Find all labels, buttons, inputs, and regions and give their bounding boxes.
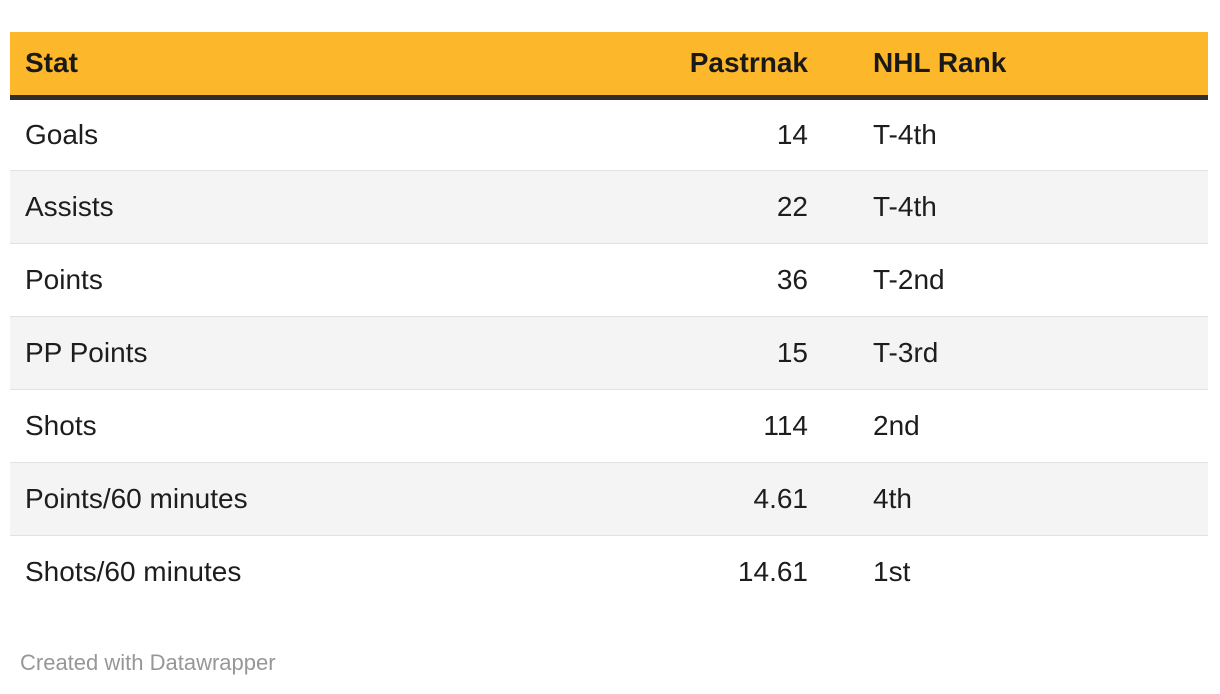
- value-cell: 114: [598, 388, 818, 462]
- table-row: Points 36 T-2nd: [10, 242, 1208, 316]
- stat-cell: Shots/60 minutes: [10, 534, 598, 608]
- table-row: Points/60 minutes 4.61 4th: [10, 461, 1208, 535]
- value-cell: 15: [598, 315, 818, 389]
- table-row: Goals 14 T-4th: [10, 97, 1208, 170]
- table-row: Shots 114 2nd: [10, 388, 1208, 462]
- stats-table: Stat Pastrnak NHL Rank Goals 14 T-4th Assis…: [10, 32, 1208, 608]
- stat-cell: Assists: [10, 169, 598, 243]
- rank-cell: T-4th: [873, 118, 937, 150]
- table-body: Goals 14 T-4th Assists 22 T-4th Points 36 T-2nd P…: [10, 97, 1208, 608]
- value-cell: 4.61: [598, 461, 818, 535]
- table-header: Stat Pastrnak NHL Rank: [10, 32, 1208, 100]
- datawrapper-credit-link[interactable]: Created with Datawrapper: [20, 650, 276, 675]
- rank-cell: T-4th: [818, 169, 1208, 243]
- table-row: Shots/60 minutes 14.61 1st: [10, 534, 1208, 608]
- stat-cell: PP Points: [10, 315, 598, 389]
- rank-cell: 4th: [818, 461, 1208, 535]
- stat-cell: Shots: [10, 388, 598, 462]
- credit-line: Created with Datawrapper: [20, 650, 1220, 676]
- stats-table-widget: Stat Pastrnak NHL Rank Goals 14 T-4th Assis…: [10, 32, 1220, 676]
- header-pastrnak: Pastrnak: [598, 32, 818, 100]
- value-cell: 14: [776, 118, 808, 150]
- rank-cell: T-2nd: [818, 242, 1208, 316]
- table-row: PP Points 15 T-3rd: [10, 315, 1208, 389]
- stat-cell: Points: [10, 242, 598, 316]
- rank-cell: T-3rd: [818, 315, 1208, 389]
- rank-cell: 1st: [818, 534, 1208, 608]
- rank-cell: 2nd: [818, 388, 1208, 462]
- stat-cell: Points/60 minutes: [10, 461, 598, 535]
- table-row: Assists 22 T-4th: [10, 169, 1208, 243]
- stat-cell: Goals: [25, 118, 99, 150]
- header-nhl-rank: NHL Rank: [818, 32, 1208, 100]
- value-cell: 36: [598, 242, 818, 316]
- value-cell: 22: [598, 169, 818, 243]
- header-stat: Stat: [10, 32, 598, 100]
- value-cell: 14.61: [598, 534, 818, 608]
- table-header-row: Stat Pastrnak NHL Rank: [10, 32, 1208, 100]
